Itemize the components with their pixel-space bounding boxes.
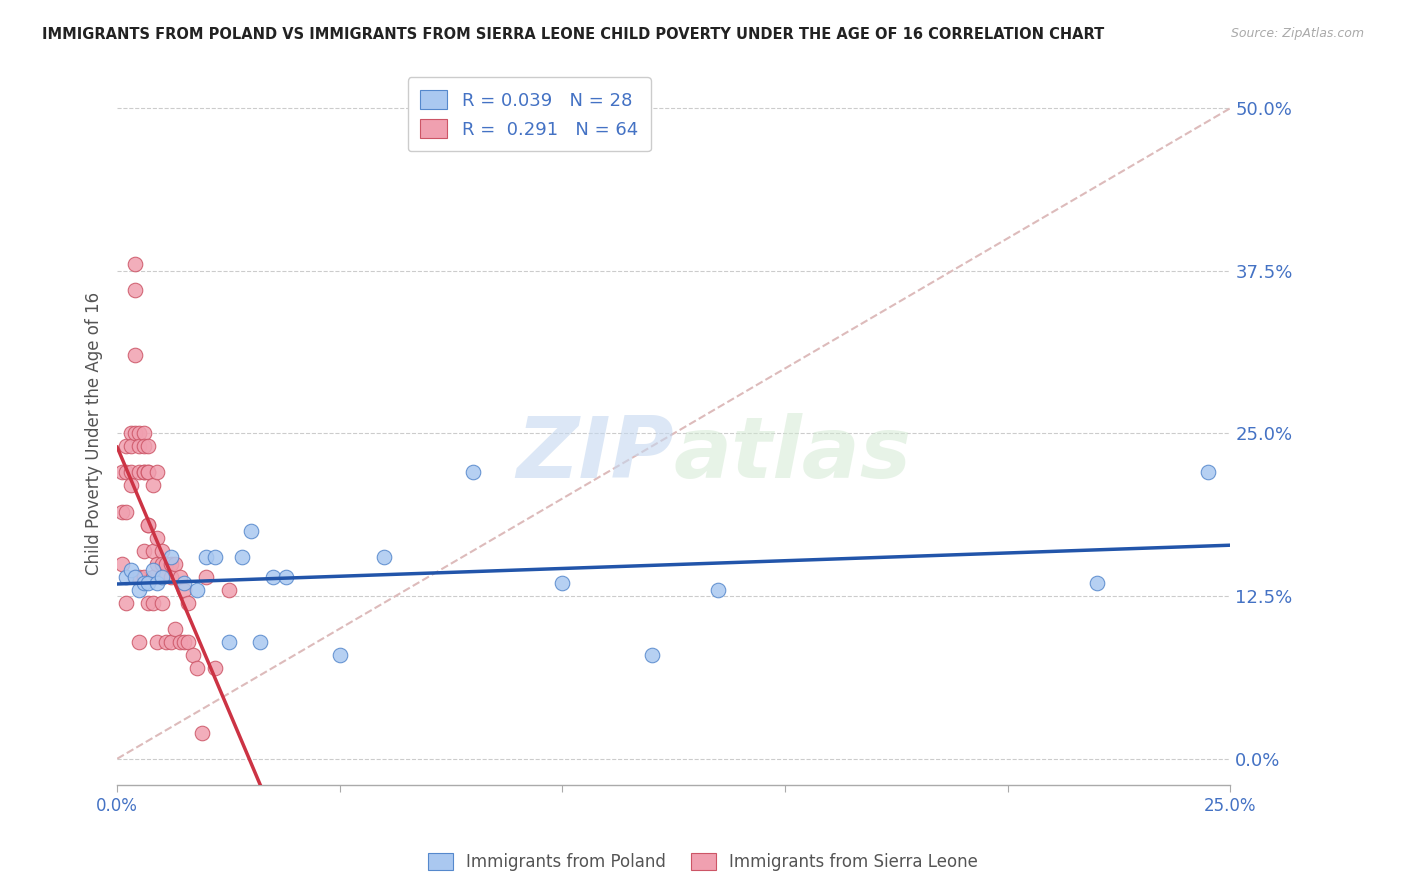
- Point: [120, 426, 142, 441]
- Text: IMMIGRANTS FROM POLAND VS IMMIGRANTS FROM SIERRA LEONE CHILD POVERTY UNDER THE A: IMMIGRANTS FROM POLAND VS IMMIGRANTS FRO…: [42, 27, 1105, 42]
- Point: [138, 440, 160, 454]
- Point: [111, 557, 134, 571]
- Text: ZIP: ZIP: [516, 413, 673, 496]
- Point: [150, 557, 173, 571]
- Point: [239, 524, 262, 538]
- Text: atlas: atlas: [673, 413, 912, 496]
- Point: [132, 543, 155, 558]
- Point: [128, 466, 150, 480]
- Point: [204, 660, 226, 674]
- Point: [150, 569, 173, 583]
- Point: [159, 569, 181, 583]
- Point: [120, 466, 142, 480]
- Point: [262, 569, 284, 583]
- Point: [124, 257, 146, 271]
- Point: [204, 550, 226, 565]
- Point: [155, 634, 177, 648]
- Point: [169, 569, 191, 583]
- Point: [218, 582, 240, 597]
- Point: [186, 660, 208, 674]
- Point: [120, 440, 142, 454]
- Point: [138, 517, 160, 532]
- Point: [132, 576, 155, 591]
- Point: [146, 531, 169, 545]
- Point: [150, 569, 173, 583]
- Point: [146, 557, 169, 571]
- Point: [173, 576, 195, 591]
- Point: [132, 426, 155, 441]
- Point: [111, 466, 134, 480]
- Point: [707, 582, 730, 597]
- Point: [138, 517, 160, 532]
- Point: [138, 466, 160, 480]
- Point: [115, 569, 138, 583]
- Point: [115, 596, 138, 610]
- Point: [124, 283, 146, 297]
- Point: [181, 648, 204, 662]
- Point: [120, 563, 142, 577]
- Legend: R = 0.039   N = 28, R =  0.291   N = 64: R = 0.039 N = 28, R = 0.291 N = 64: [408, 77, 651, 152]
- Point: [142, 569, 165, 583]
- Point: [132, 466, 155, 480]
- Point: [142, 478, 165, 492]
- Point: [124, 426, 146, 441]
- Point: [150, 596, 173, 610]
- Y-axis label: Child Poverty Under the Age of 16: Child Poverty Under the Age of 16: [86, 292, 103, 575]
- Point: [373, 550, 395, 565]
- Point: [1085, 576, 1108, 591]
- Point: [115, 466, 138, 480]
- Point: [132, 569, 155, 583]
- Point: [231, 550, 253, 565]
- Point: [138, 466, 160, 480]
- Point: [138, 576, 160, 591]
- Point: [186, 582, 208, 597]
- Point: [195, 569, 218, 583]
- Point: [146, 576, 169, 591]
- Point: [111, 504, 134, 518]
- Point: [173, 634, 195, 648]
- Point: [146, 466, 169, 480]
- Point: [173, 582, 195, 597]
- Point: [159, 634, 181, 648]
- Point: [191, 725, 214, 739]
- Legend: Immigrants from Poland, Immigrants from Sierra Leone: Immigrants from Poland, Immigrants from …: [419, 845, 987, 880]
- Point: [159, 550, 181, 565]
- Point: [463, 466, 485, 480]
- Point: [218, 634, 240, 648]
- Point: [146, 634, 169, 648]
- Point: [169, 634, 191, 648]
- Point: [142, 543, 165, 558]
- Point: [249, 634, 271, 648]
- Point: [132, 440, 155, 454]
- Point: [128, 582, 150, 597]
- Point: [124, 569, 146, 583]
- Point: [128, 426, 150, 441]
- Point: [142, 596, 165, 610]
- Point: [640, 648, 662, 662]
- Point: [150, 543, 173, 558]
- Point: [551, 576, 574, 591]
- Point: [124, 569, 146, 583]
- Point: [1197, 466, 1219, 480]
- Point: [128, 634, 150, 648]
- Point: [177, 634, 200, 648]
- Point: [138, 596, 160, 610]
- Point: [159, 557, 181, 571]
- Point: [195, 550, 218, 565]
- Point: [155, 557, 177, 571]
- Point: [329, 648, 352, 662]
- Point: [120, 478, 142, 492]
- Point: [115, 440, 138, 454]
- Point: [128, 569, 150, 583]
- Point: [132, 466, 155, 480]
- Point: [115, 504, 138, 518]
- Point: [165, 622, 187, 636]
- Point: [128, 440, 150, 454]
- Point: [177, 596, 200, 610]
- Point: [142, 563, 165, 577]
- Text: Source: ZipAtlas.com: Source: ZipAtlas.com: [1230, 27, 1364, 40]
- Point: [165, 557, 187, 571]
- Point: [124, 348, 146, 362]
- Point: [276, 569, 298, 583]
